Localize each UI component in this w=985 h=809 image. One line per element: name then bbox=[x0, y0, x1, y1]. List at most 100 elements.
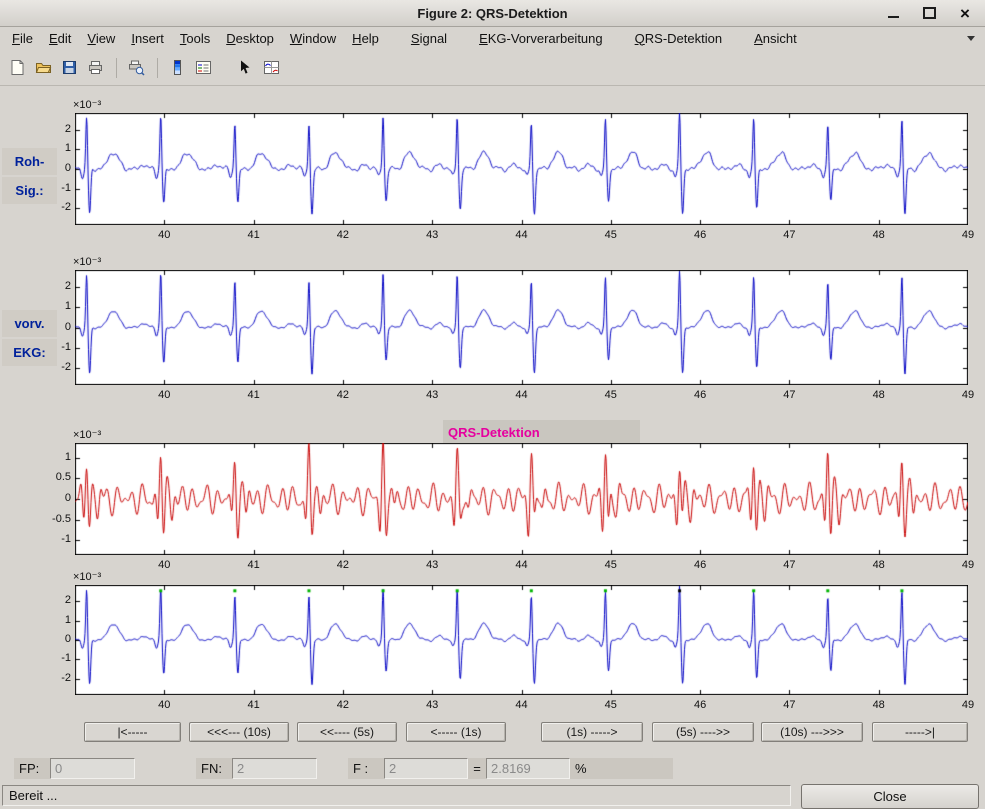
nav-back-5s-button[interactable]: <<---- (5s) bbox=[297, 722, 397, 742]
fn-input[interactable] bbox=[232, 758, 317, 779]
window-controls: × bbox=[883, 0, 975, 26]
titlebar[interactable]: Figure 2: QRS-Detektion × bbox=[0, 0, 985, 27]
close-icon: × bbox=[960, 3, 970, 23]
save-figure-button[interactable] bbox=[57, 56, 81, 80]
menu-file[interactable]: File bbox=[12, 30, 33, 46]
print-button[interactable] bbox=[83, 56, 107, 80]
label-vorv: vorv. bbox=[2, 310, 57, 337]
maximize-button[interactable] bbox=[919, 0, 939, 26]
menu-help[interactable]: Help bbox=[352, 30, 379, 46]
y-tick-label: 0 bbox=[64, 320, 71, 333]
maximize-icon bbox=[922, 7, 936, 19]
plot-tools-button[interactable] bbox=[259, 56, 283, 80]
x-tick-label: 45 bbox=[604, 229, 617, 241]
nav-fwd-10s-button[interactable]: (10s) --->>> bbox=[761, 722, 863, 742]
x-tick-label: 41 bbox=[247, 559, 260, 571]
menu-desktop[interactable]: Desktop bbox=[226, 30, 274, 46]
percent-label: % bbox=[570, 758, 673, 779]
insert-legend-icon bbox=[195, 61, 211, 74]
y-exponent-label: ×10⁻³ bbox=[73, 256, 102, 268]
label-sig: Sig.: bbox=[2, 177, 57, 204]
status-bar: Bereit ... bbox=[2, 785, 791, 806]
x-tick-label: 47 bbox=[783, 559, 796, 571]
nav-fwd-1s-button[interactable]: (1s) -----> bbox=[541, 722, 643, 742]
plot-detektion: ×10⁻³ 40 41 42 43 44 45 46 47 48 49 2 1 0 -1 -2 bbox=[61, 571, 974, 711]
menu-ansicht[interactable]: Ansicht bbox=[754, 30, 797, 46]
x-tick-label: 48 bbox=[872, 699, 885, 711]
equals-label: = bbox=[468, 758, 486, 779]
fp-label: FP: bbox=[14, 758, 50, 779]
y-tick-label: -1 bbox=[61, 340, 71, 353]
y-tick-label: -2 bbox=[61, 360, 71, 373]
print-preview-button[interactable] bbox=[124, 56, 148, 80]
insert-colorbar-button[interactable] bbox=[165, 56, 189, 80]
new-figure-button[interactable] bbox=[5, 56, 29, 80]
menu-ekg-vorverarbeitung[interactable]: EKG-Vorverarbeitung bbox=[479, 30, 603, 46]
save-figure-icon bbox=[62, 61, 76, 74]
qrs-plot-title: QRS-Detektion bbox=[443, 420, 640, 444]
y-tick-label: 1 bbox=[64, 142, 71, 155]
minimize-button[interactable] bbox=[883, 0, 903, 26]
x-tick-label: 49 bbox=[961, 699, 975, 711]
x-tick-label: 43 bbox=[426, 559, 439, 571]
menu-insert[interactable]: Insert bbox=[131, 30, 164, 46]
x-tick-label: 42 bbox=[336, 389, 350, 401]
x-tick-label: 44 bbox=[515, 389, 528, 401]
print-icon bbox=[88, 61, 102, 74]
menu-window[interactable]: Window bbox=[289, 30, 337, 46]
x-tick-label: 48 bbox=[872, 229, 885, 241]
plot-rohsignal: ×10⁻³ 40 41 42 43 44 45 46 47 48 49 2 1 0 -1 -2 bbox=[61, 99, 974, 241]
toolbar-separator bbox=[116, 57, 117, 78]
plot-detektion-canvas bbox=[75, 585, 968, 695]
close-window-button[interactable]: × bbox=[955, 0, 975, 26]
plot-qrs-filter-canvas bbox=[75, 443, 968, 555]
x-tick-label: 46 bbox=[693, 229, 707, 241]
y-tick-label: 0.5 bbox=[55, 471, 71, 484]
y-tick-label: -1 bbox=[61, 652, 71, 665]
x-tick-label: 46 bbox=[693, 559, 707, 571]
close-button[interactable]: Close bbox=[801, 784, 979, 809]
x-tick-label: 42 bbox=[336, 699, 350, 711]
x-tick-label: 42 bbox=[336, 229, 350, 241]
nav-fwd-5s-button[interactable]: (5s) ---->> bbox=[652, 722, 754, 742]
minimize-icon bbox=[887, 15, 899, 18]
status-text: Bereit ... bbox=[9, 788, 58, 803]
x-tick-label: 44 bbox=[515, 229, 528, 241]
y-tick-label: 2 bbox=[64, 280, 71, 293]
nav-back-10s-button[interactable]: <<<--- (10s) bbox=[189, 722, 289, 742]
x-tick-label: 42 bbox=[336, 559, 350, 571]
error-rate-input[interactable] bbox=[486, 758, 570, 779]
insert-legend-button[interactable] bbox=[191, 56, 215, 80]
x-tick-label: 45 bbox=[604, 559, 617, 571]
nav-back-1s-button[interactable]: <----- (1s) bbox=[406, 722, 506, 742]
edit-plot-icon bbox=[240, 60, 249, 74]
plot-vorv-ekg: ×10⁻³ 40 41 42 43 44 45 46 47 48 49 2 1 0 -1 -2 bbox=[61, 256, 974, 401]
nav-to-start-button[interactable]: |<----- bbox=[84, 722, 181, 742]
y-tick-label: 2 bbox=[64, 122, 71, 135]
x-tick-label: 45 bbox=[604, 699, 617, 711]
plot-qrs-filter: ×10⁻³ 40 41 42 43 44 45 46 47 48 49 1 0.5 0 -0.5 -1 bbox=[52, 429, 974, 571]
label-roh: Roh- bbox=[2, 148, 57, 175]
menu-edit[interactable]: Edit bbox=[48, 30, 72, 46]
x-tick-label: 41 bbox=[247, 699, 260, 711]
y-tick-label: 1 bbox=[64, 300, 71, 313]
y-tick-label: -2 bbox=[61, 671, 71, 684]
edit-plot-button[interactable] bbox=[233, 56, 257, 80]
menu-view[interactable]: View bbox=[87, 30, 116, 46]
menu-qrs-detektion[interactable]: QRS-Detektion bbox=[634, 30, 723, 46]
f-input[interactable] bbox=[384, 758, 468, 779]
menu-signal[interactable]: Signal bbox=[410, 30, 448, 46]
open-file-button[interactable] bbox=[31, 56, 55, 80]
menu-tools[interactable]: Tools bbox=[179, 30, 211, 46]
nav-to-end-button[interactable]: ----->| bbox=[872, 722, 968, 742]
label-ekg: EKG: bbox=[2, 339, 57, 366]
menu-overflow-icon[interactable] bbox=[967, 35, 975, 41]
open-file-icon bbox=[35, 63, 51, 73]
x-tick-label: 43 bbox=[426, 229, 439, 241]
y-tick-label: -0.5 bbox=[52, 512, 71, 525]
x-tick-label: 47 bbox=[783, 229, 796, 241]
x-tick-label: 44 bbox=[515, 559, 528, 571]
new-figure-icon bbox=[11, 60, 23, 75]
insert-colorbar-icon bbox=[173, 60, 181, 75]
fp-input[interactable] bbox=[50, 758, 135, 779]
